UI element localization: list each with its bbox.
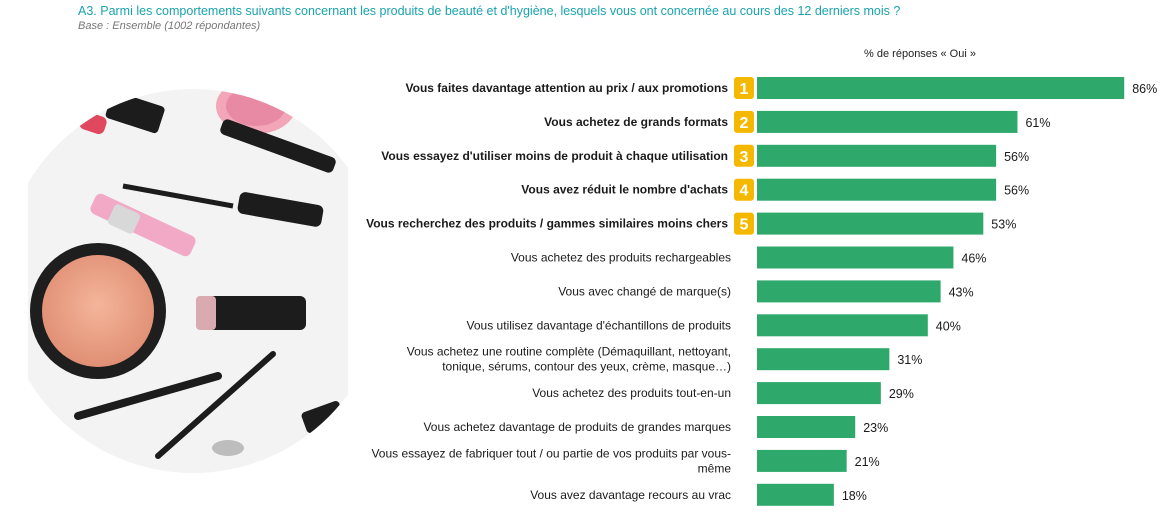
bar bbox=[757, 110, 1018, 133]
measure-label: % de réponses « Oui » bbox=[864, 48, 976, 60]
category-label: Vous essayez de fabriquer tout / ou part… bbox=[371, 446, 731, 460]
category-label: Vous achetez des produits tout-en-un bbox=[532, 386, 731, 400]
category-label: Vous faites davantage attention au prix … bbox=[406, 81, 729, 95]
value-label: 40% bbox=[936, 319, 961, 333]
value-label: 23% bbox=[863, 421, 888, 435]
category-label: Vous utilisez davantage d'échantillons d… bbox=[467, 318, 731, 332]
value-label: 29% bbox=[889, 387, 914, 401]
rank-number: 1 bbox=[740, 81, 749, 98]
category-label: Vous achetez une routine complète (Démaq… bbox=[407, 345, 731, 359]
chart-title: A3. Parmi les comportements suivants con… bbox=[78, 4, 901, 18]
value-label: 21% bbox=[855, 455, 880, 469]
rank-number: 2 bbox=[740, 115, 749, 132]
value-label: 46% bbox=[961, 252, 986, 266]
bar bbox=[757, 348, 890, 371]
rank-number: 4 bbox=[740, 183, 749, 200]
makeup-products-photo bbox=[28, 89, 348, 473]
chart-subtitle: Base : Ensemble (1002 répondantes) bbox=[78, 20, 261, 32]
value-label: 56% bbox=[1004, 150, 1029, 164]
value-label: 43% bbox=[949, 285, 974, 299]
bar bbox=[757, 144, 997, 167]
category-label: tonique, sérums, contour des yeux, crème… bbox=[442, 360, 731, 374]
category-label: Vous avez davantage recours au vrac bbox=[530, 488, 731, 502]
value-label: 86% bbox=[1132, 82, 1157, 96]
bar bbox=[757, 483, 834, 506]
category-label: Vous essayez d'utiliser moins de produit… bbox=[381, 149, 728, 163]
rank-number: 5 bbox=[740, 217, 749, 234]
category-label: Vous avez réduit le nombre d'achats bbox=[521, 183, 728, 197]
category-label: Vous achetez des produits rechargeables bbox=[511, 251, 731, 265]
rank-number: 3 bbox=[740, 149, 749, 166]
value-label: 61% bbox=[1025, 116, 1050, 130]
bar bbox=[757, 212, 984, 235]
bar bbox=[757, 246, 954, 269]
value-label: 31% bbox=[897, 353, 922, 367]
category-label: Vous achetez davantage de produits de gr… bbox=[423, 420, 731, 434]
value-label: 18% bbox=[842, 489, 867, 503]
rank-badge bbox=[734, 144, 754, 167]
category-label: Vous recherchez des produits / gammes si… bbox=[366, 217, 728, 231]
category-label: Vous avec changé de marque(s) bbox=[558, 284, 731, 298]
rank-badge bbox=[734, 178, 754, 201]
rank-badge bbox=[734, 212, 754, 235]
bar bbox=[757, 77, 1125, 99]
bar bbox=[757, 280, 941, 303]
value-label: 56% bbox=[1004, 184, 1029, 198]
category-label: Vous achetez de grands formats bbox=[544, 115, 728, 129]
category-label: même bbox=[698, 461, 732, 475]
value-label: 53% bbox=[991, 218, 1016, 232]
rank-badge bbox=[734, 77, 754, 99]
bar bbox=[757, 382, 881, 405]
bar bbox=[757, 314, 928, 337]
rank-badge bbox=[734, 110, 754, 133]
bar bbox=[757, 449, 847, 472]
bar bbox=[757, 416, 856, 438]
bar bbox=[757, 178, 997, 201]
